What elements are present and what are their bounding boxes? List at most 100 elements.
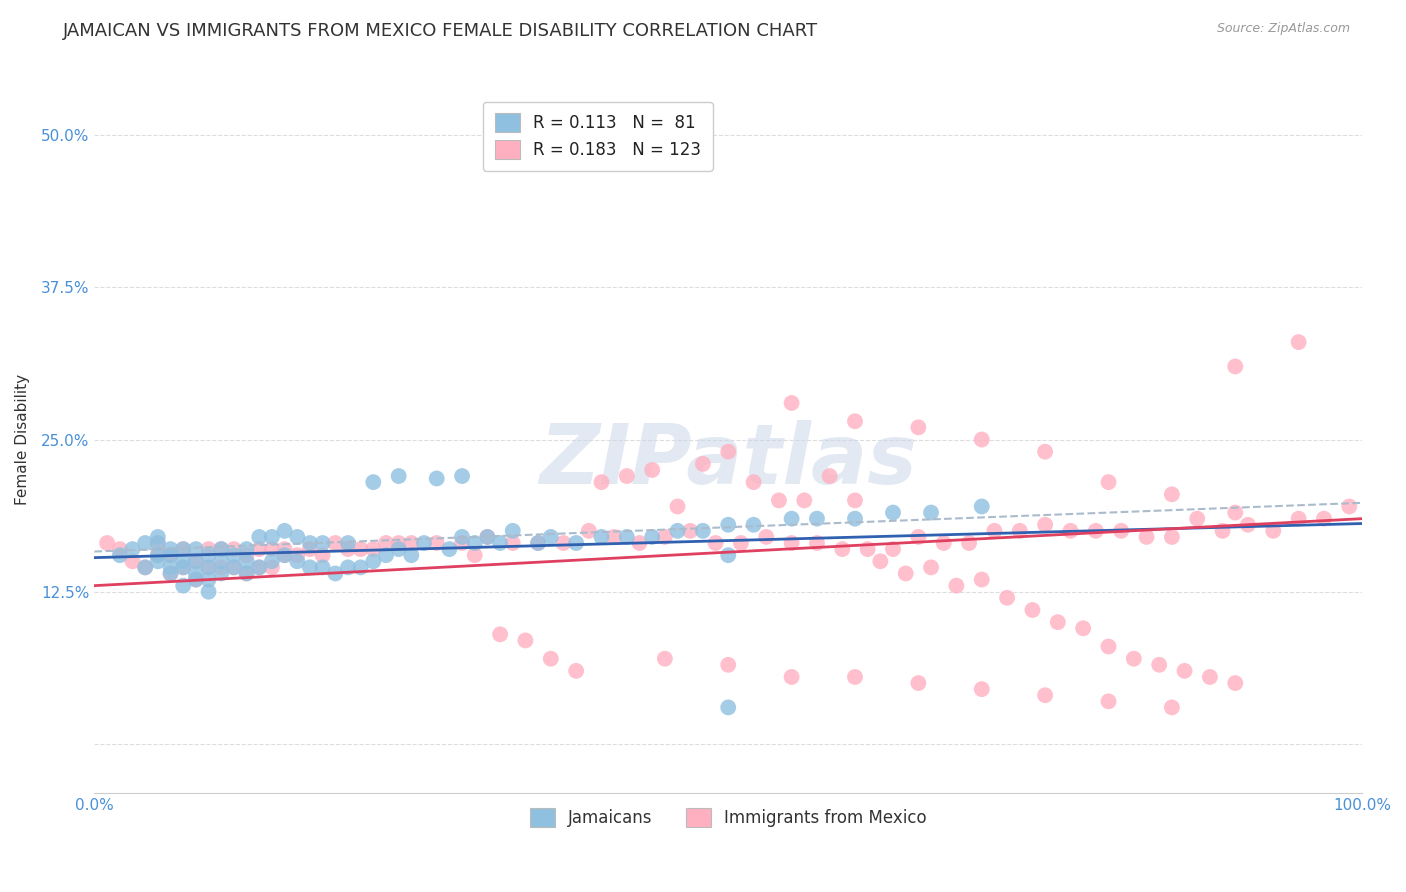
Point — [222, 542, 245, 557]
Point — [717, 444, 740, 458]
Point — [159, 566, 181, 581]
Point — [717, 700, 740, 714]
Text: ZIPatlas: ZIPatlas — [540, 420, 917, 501]
Point — [197, 560, 219, 574]
Legend: Jamaicans, Immigrants from Mexico: Jamaicans, Immigrants from Mexico — [523, 802, 934, 834]
Point — [235, 566, 257, 581]
Point — [1212, 524, 1234, 538]
Point — [666, 500, 689, 514]
Point — [464, 536, 486, 550]
Point — [1237, 517, 1260, 532]
Point — [1033, 444, 1056, 458]
Point — [285, 548, 308, 562]
Text: JAMAICAN VS IMMIGRANTS FROM MEXICO FEMALE DISABILITY CORRELATION CHART: JAMAICAN VS IMMIGRANTS FROM MEXICO FEMAL… — [63, 22, 818, 40]
Point — [515, 633, 537, 648]
Point — [172, 542, 194, 557]
Point — [172, 542, 194, 557]
Point — [146, 548, 169, 562]
Point — [134, 560, 156, 574]
Point — [1122, 651, 1144, 665]
Point — [603, 530, 626, 544]
Point — [768, 493, 790, 508]
Point — [413, 536, 436, 550]
Point — [146, 536, 169, 550]
Point — [1288, 511, 1310, 525]
Point — [146, 530, 169, 544]
Point — [235, 542, 257, 557]
Point — [489, 536, 512, 550]
Point — [717, 517, 740, 532]
Point — [323, 536, 346, 550]
Point — [247, 530, 270, 544]
Point — [197, 573, 219, 587]
Point — [1097, 640, 1119, 654]
Point — [184, 542, 207, 557]
Point — [197, 560, 219, 574]
Point — [222, 560, 245, 574]
Point — [616, 530, 638, 544]
Point — [477, 530, 499, 544]
Point — [401, 536, 423, 550]
Point — [679, 524, 702, 538]
Point — [1097, 694, 1119, 708]
Point — [692, 524, 714, 538]
Point — [1288, 335, 1310, 350]
Point — [704, 536, 727, 550]
Point — [336, 542, 359, 557]
Point — [464, 548, 486, 562]
Point — [565, 536, 588, 550]
Point — [285, 530, 308, 544]
Point — [197, 584, 219, 599]
Point — [540, 530, 562, 544]
Point — [1147, 657, 1170, 672]
Point — [1160, 700, 1182, 714]
Point — [298, 560, 321, 574]
Point — [806, 536, 828, 550]
Point — [742, 517, 765, 532]
Point — [1160, 487, 1182, 501]
Point — [1109, 524, 1132, 538]
Point — [844, 511, 866, 525]
Point — [273, 548, 295, 562]
Point — [184, 573, 207, 587]
Point — [780, 536, 803, 550]
Point — [375, 536, 398, 550]
Point — [159, 548, 181, 562]
Point — [159, 548, 181, 562]
Point — [336, 536, 359, 550]
Point — [831, 542, 853, 557]
Point — [578, 524, 600, 538]
Point — [856, 542, 879, 557]
Point — [995, 591, 1018, 605]
Point — [311, 536, 333, 550]
Point — [298, 542, 321, 557]
Point — [477, 530, 499, 544]
Point — [1313, 511, 1336, 525]
Point — [730, 536, 752, 550]
Point — [844, 414, 866, 428]
Point — [235, 554, 257, 568]
Point — [388, 542, 411, 557]
Point — [273, 542, 295, 557]
Point — [363, 475, 385, 490]
Point — [134, 560, 156, 574]
Point — [146, 554, 169, 568]
Point — [654, 651, 676, 665]
Point — [388, 536, 411, 550]
Point — [1263, 524, 1285, 538]
Point — [957, 536, 980, 550]
Point — [527, 536, 550, 550]
Point — [108, 548, 131, 562]
Point — [489, 627, 512, 641]
Point — [209, 542, 232, 557]
Point — [209, 542, 232, 557]
Point — [1339, 500, 1361, 514]
Point — [907, 676, 929, 690]
Point — [426, 536, 449, 550]
Point — [197, 542, 219, 557]
Point — [1225, 506, 1247, 520]
Point — [134, 536, 156, 550]
Point — [298, 536, 321, 550]
Point — [247, 560, 270, 574]
Point — [108, 542, 131, 557]
